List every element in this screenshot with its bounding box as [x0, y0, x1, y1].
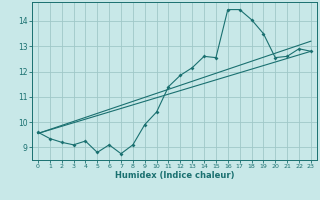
X-axis label: Humidex (Indice chaleur): Humidex (Indice chaleur) [115, 171, 234, 180]
